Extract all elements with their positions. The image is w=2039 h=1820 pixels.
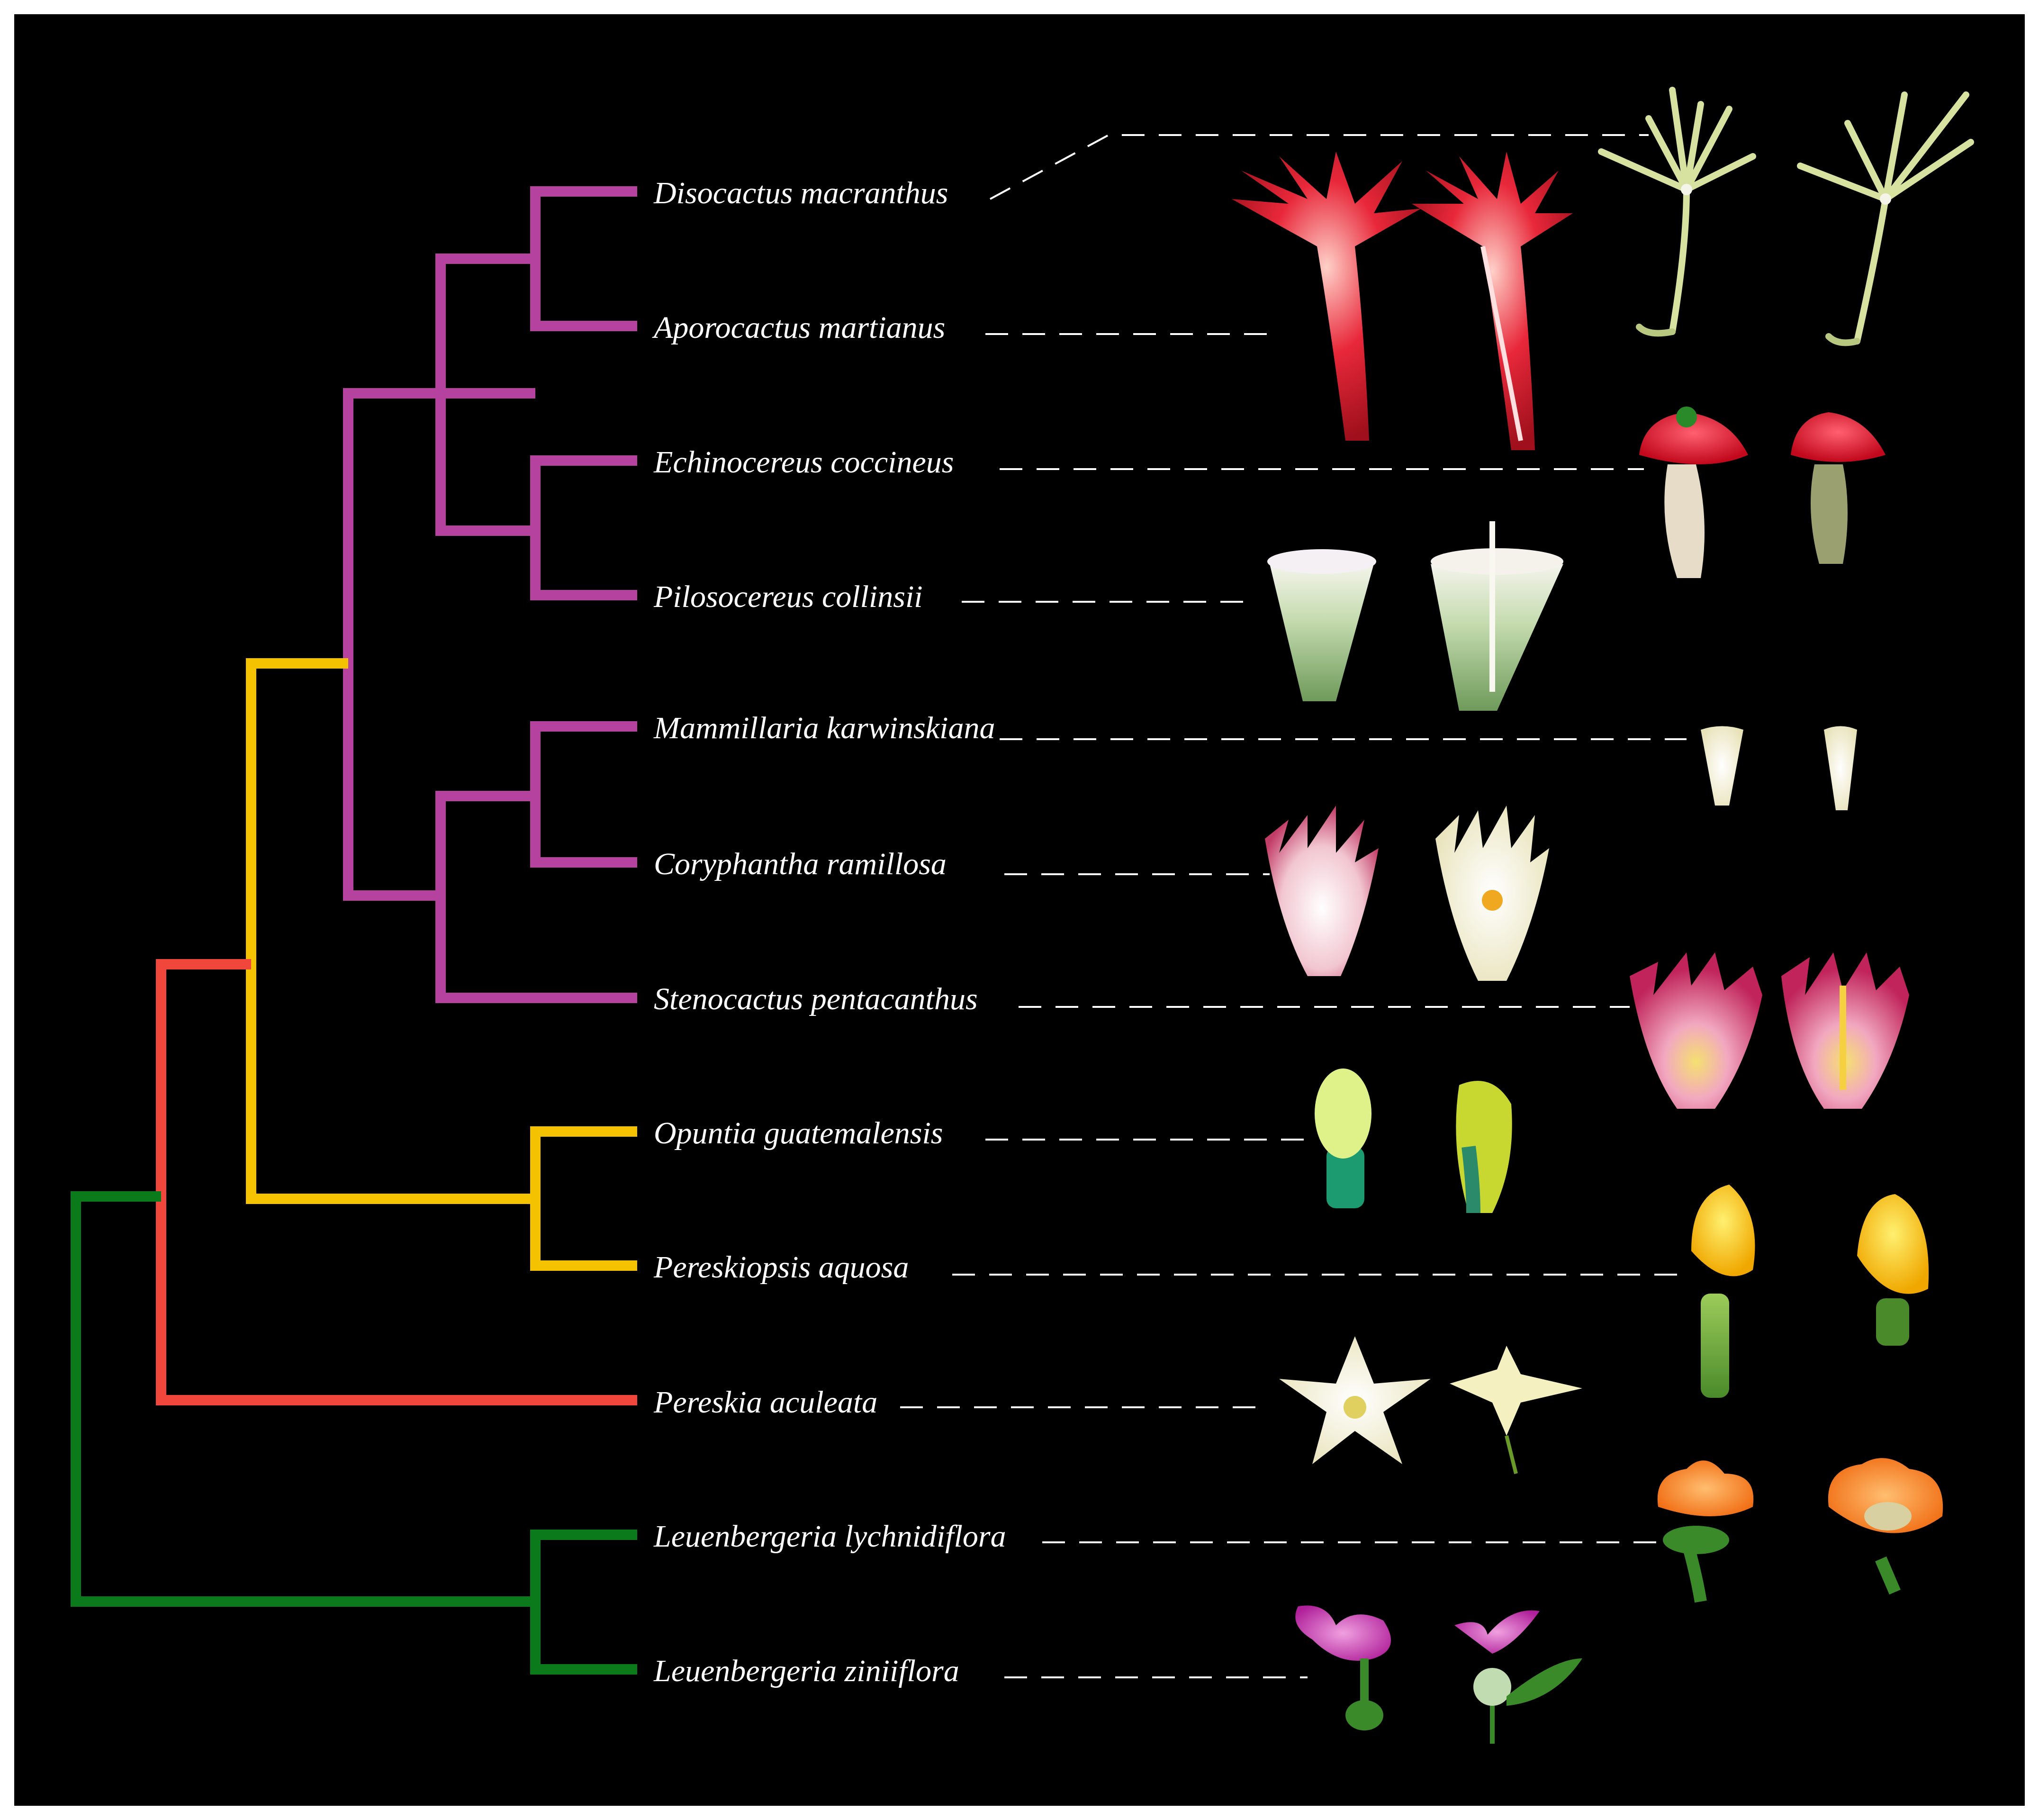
scarlet-cup-flower-icon [1639, 407, 1886, 578]
green-bud-flower-icon [1315, 1068, 1512, 1213]
yellow-flower-icon [1691, 1185, 1929, 1398]
branch-magenta [530, 721, 637, 868]
branch-yellow [530, 1126, 637, 1271]
pink-white-flower-icon [1265, 806, 1549, 981]
taxon-label: Leuenbergeria ziniiflora [653, 1654, 959, 1688]
green-white-bell-flower-icon [1267, 521, 1563, 711]
branches [71, 186, 637, 1675]
taxon-label: Pilosocereus collinsii [653, 580, 923, 614]
branch-magenta [530, 455, 637, 600]
cream-star-flower-icon [1279, 1336, 1582, 1474]
branch-magenta [530, 186, 637, 331]
leader-line [990, 134, 1649, 200]
taxon-label: Pereskiopsis aquosa [653, 1250, 909, 1285]
red-tubular-flower-icon [1232, 152, 1573, 450]
leader-lines [900, 134, 1687, 1678]
branch-magenta [435, 326, 535, 536]
taxon-label: Disocactus macranthus [653, 176, 948, 210]
slender-yellow-green-flower-icon [1598, 87, 1974, 346]
branch-magenta [435, 254, 535, 398]
branch-red [156, 959, 637, 1405]
taxon-label: Pereskia aculeata [653, 1385, 877, 1420]
taxon-label: Mammillaria karwinskiana [653, 711, 995, 745]
small-cream-flower-icon [1701, 726, 1857, 810]
taxon-labels: Disocactus macranthus Aporocactus martia… [652, 176, 1006, 1688]
branch-yellow [246, 658, 535, 1204]
branch-green [530, 1530, 637, 1675]
taxon-label: Stenocactus pentacanthus [654, 982, 978, 1016]
taxon-label: Echinocereus coccineus [653, 445, 954, 480]
flower-photos [1232, 87, 1974, 1744]
orange-ruffled-flower-icon [1657, 1458, 1943, 1603]
magenta-rose-flower-icon [1295, 1605, 1582, 1744]
branch-green [71, 1191, 535, 1607]
taxon-label: Coryphantha ramillosa [654, 847, 947, 881]
taxon-label: Aporocactus martianus [652, 310, 945, 345]
taxon-label: Opuntia guatemalensis [654, 1116, 943, 1150]
branch-magenta [343, 388, 441, 901]
striped-pink-flower-icon [1630, 952, 1909, 1109]
taxon-label: Leuenbergeria lychnidiflora [653, 1519, 1006, 1554]
branch-magenta [435, 791, 637, 1003]
